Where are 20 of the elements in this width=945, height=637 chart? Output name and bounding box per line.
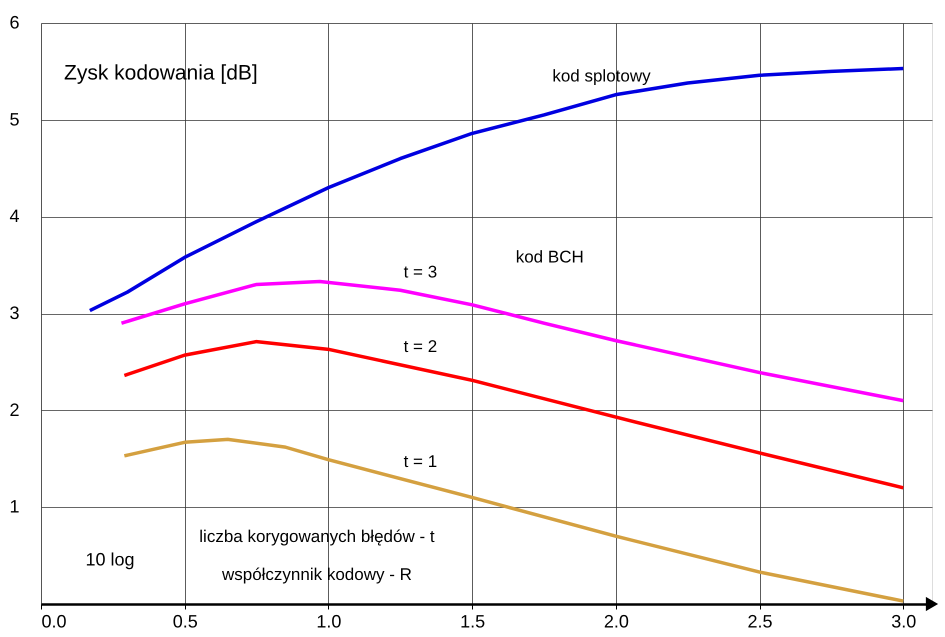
y-tick-label: 5 bbox=[9, 109, 20, 130]
y-tick-label: 6 bbox=[9, 12, 20, 32]
y-tick-label: 4 bbox=[9, 206, 20, 226]
y-tick-label: 1 bbox=[9, 496, 20, 517]
x-tick-label: 3.0 bbox=[891, 612, 916, 632]
x-axis-title: 10 log bbox=[85, 549, 135, 570]
x-tick-label: 2.5 bbox=[748, 612, 773, 632]
x-tick-label: 2.0 bbox=[604, 612, 629, 632]
line-series bbox=[120, 280, 906, 402]
x-tick-label: 1.0 bbox=[316, 612, 342, 632]
x-tick-label: 1.5 bbox=[460, 612, 486, 632]
series-label: t = 1 bbox=[404, 452, 438, 471]
x-tick-label: 0.0 bbox=[42, 612, 67, 632]
x-tick-label: 0.5 bbox=[172, 612, 198, 632]
y-tick-label: 2 bbox=[9, 400, 20, 420]
annotation: kod BCH bbox=[516, 247, 584, 266]
series-label: t = 3 bbox=[404, 262, 438, 282]
line-series bbox=[122, 340, 906, 490]
y-tick-label: 3 bbox=[9, 303, 20, 323]
series-label: t = 2 bbox=[404, 337, 438, 356]
